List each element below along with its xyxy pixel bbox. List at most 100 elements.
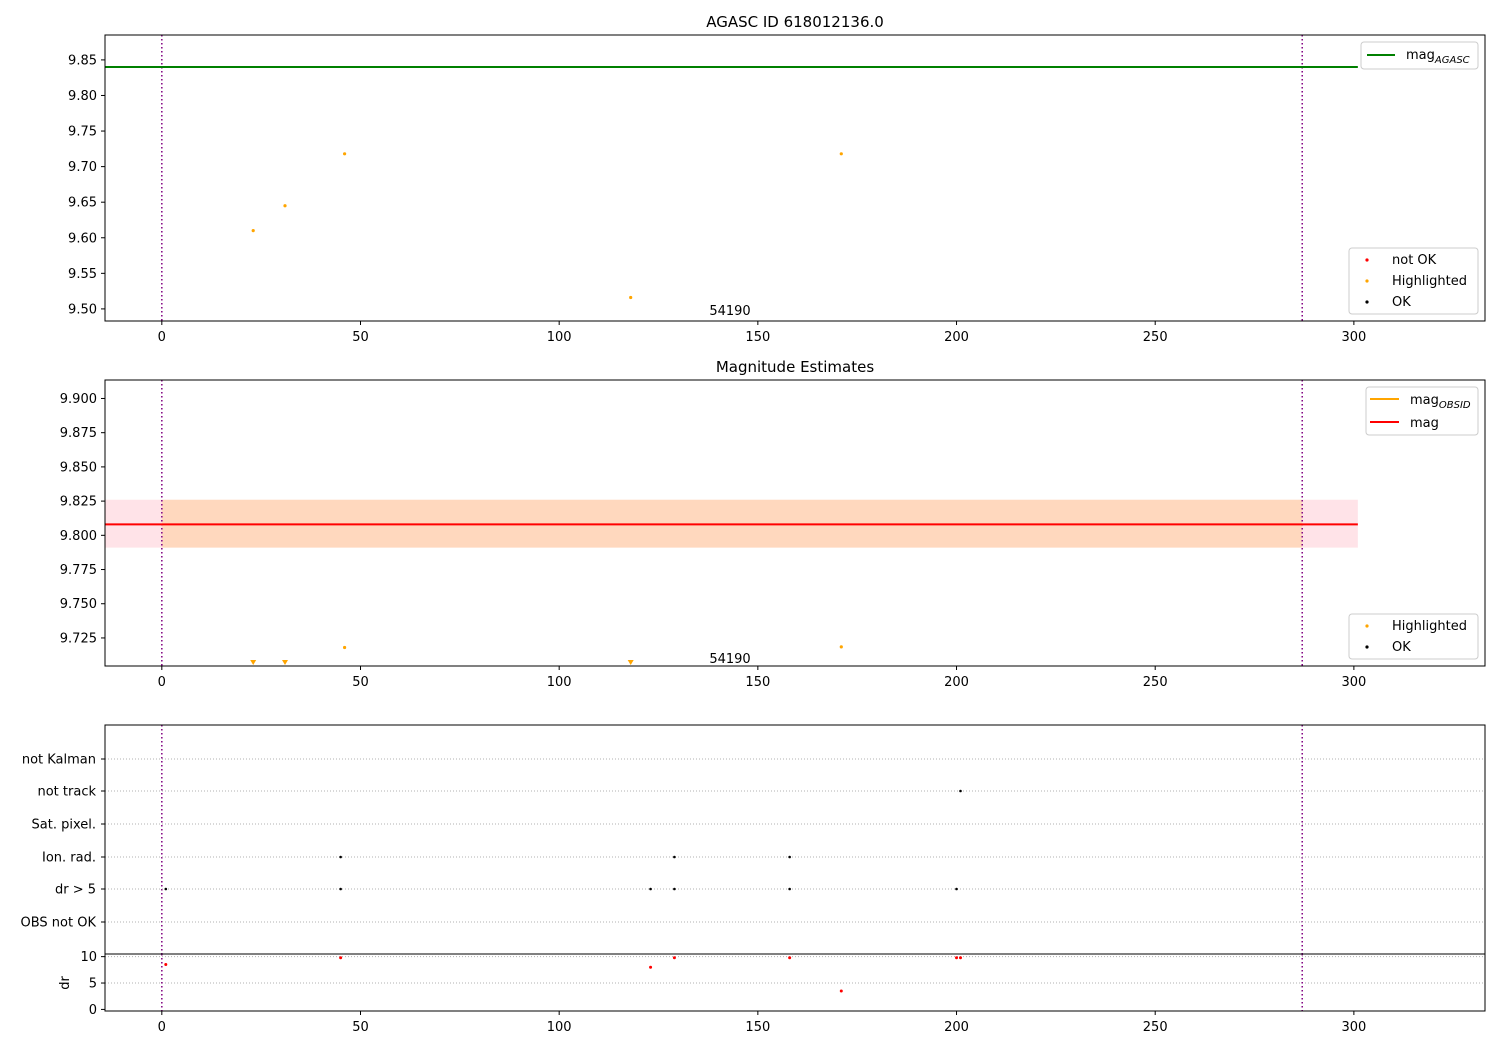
flag-point [673,887,676,891]
panel1-ytick-label: 9.60 [68,231,97,246]
panel1-legend-marker-ok [1365,300,1369,304]
panel1-legend-mag-agasc-text: mag [1406,48,1435,63]
dr-panel: 0 50 100 150 200 250 300 0 5 10 dr [58,950,1486,1035]
highlighted-point [839,152,843,156]
flag-row-label: not Kalman [22,753,96,768]
dr-high-point [672,956,676,960]
panel2-ytick-label: 9.875 [60,426,97,441]
panel2-axes-frame [104,379,1486,667]
highlighted-below-marker [250,660,257,665]
panel2-legend-top: magOBSID mag [1365,386,1479,436]
panel2-legend-label-mag: mag [1410,416,1439,431]
panel2-legend-marker-ok [1365,645,1369,649]
highlighted-point [283,204,287,208]
panel2-xtick-label: 0 [158,675,166,690]
panel1-legend-top-box [1360,41,1479,70]
flag-row-label: Sat. pixel. [32,818,96,833]
panel2-legend-mag-obsid-subscript: OBSID [1439,400,1471,411]
panel4-xtick-label: 0 [158,1020,166,1035]
flag-row-label: Ion. rad. [42,851,96,866]
panel1-legend-label-ok: OK [1392,295,1411,310]
flag-point [164,887,168,891]
panel1-title: AGASC ID 618012136.0 [706,13,884,31]
highlighted-point [343,645,347,650]
dr-high-point [955,956,959,960]
flag-row-label: not track [37,785,96,800]
panel4-xtick-label: 50 [352,1020,369,1035]
panel4-plot-layer: 0 50 100 150 200 250 300 0 5 10 [80,950,1485,1035]
panel1-legend-label-highlighted: Highlighted [1392,274,1467,289]
panel4-xtick-label: 100 [547,1020,572,1035]
panel1-plot-layer: 54190 0 50 100 150 200 250 300 9.50 9.55 9.60 9.65 9… [68,35,1366,345]
panel1-legend-mag-agasc-label: magAGASC [1406,48,1470,66]
panel1-legend-marker-highlighted [1365,279,1369,283]
panel1-xtick-label: 200 [944,330,969,345]
flag-point [955,887,958,891]
panel4-ytick-label: 0 [89,1003,97,1018]
panel2-ytick-label: 9.900 [60,392,97,407]
dr-high-point [958,956,962,960]
panel2-legend-label-ok: OK [1392,640,1411,655]
highlighted-below-marker [282,660,288,665]
panel2-plot-layer: 54190 0 50 100 150 200 250 300 9.725 9.750 9.775 9.… [60,380,1366,690]
panel2-legend-bottom-box [1348,613,1479,660]
flag-row-label: dr > 5 [55,883,96,898]
panel2-ytick-label: 9.800 [60,529,97,544]
panel4-xtick-label: 200 [944,1020,969,1035]
panel4-ylabel: dr [58,976,73,990]
dr-high-point [339,956,343,960]
panel1-xtick-label: 250 [1143,330,1168,345]
panel3-plot-layer: not Kalman not track Sat. pixel. Ion. rad. d… [21,725,1485,954]
panel1-ytick-label: 9.75 [68,125,97,140]
panel1-legend-top: magAGASC [1360,41,1479,70]
panel2-xtick-label: 100 [547,675,572,690]
panel1-legend-mag-agasc-subscript: AGASC [1434,55,1470,66]
panel2-xtick-label: 300 [1341,675,1366,690]
panel1-ytick-label: 9.70 [68,160,97,175]
highlighted-point [629,295,633,300]
flag-point [673,855,676,859]
panel1-legend-marker-not-ok [1365,258,1369,262]
panel4-ytick-label: 10 [80,950,97,965]
panel2-xtick-label: 50 [352,675,369,690]
panel1-legend-bottom-box [1348,247,1479,315]
panel1-xtick-label: 300 [1341,330,1366,345]
obsid-annotation: 54190 [709,652,750,667]
dr-high-point [839,989,843,993]
panel2-ytick-label: 9.750 [60,597,97,612]
panel1-ytick-label: 9.50 [68,302,97,317]
panel2-ytick-label: 9.825 [60,495,97,510]
panel4-xtick-label: 150 [745,1020,770,1035]
panel2-legend-mag-obsid-label: magOBSID [1410,393,1471,411]
panel4-xtick-label: 300 [1341,1020,1366,1035]
panel1-xtick-label: 100 [547,330,572,345]
panel1-xtick-label: 50 [352,330,369,345]
panel2-legend-bottom: Highlighted OK [1348,613,1479,660]
flag-point [339,887,342,891]
panel2-legend-marker-highlighted [1365,624,1369,628]
panel2-ytick-label: 9.725 [60,631,97,646]
panel1-axes-frame [104,34,1486,322]
dr-high-point [649,965,653,969]
panel1-ytick-label: 9.80 [68,89,97,104]
magnitude-estimates-panel: Magnitude Estimates 54190 0 50 100 150 200 250… [60,358,1486,690]
panel4-xtick-label: 250 [1143,1020,1168,1035]
flag-point [788,887,791,891]
panel2-legend-mag-obsid-text: mag [1410,393,1439,408]
panel1-legend-label-not-ok: not OK [1392,253,1437,268]
flag-row-label: OBS not OK [21,916,97,931]
dr-high-point [788,956,792,960]
highlighted-point [251,229,255,233]
dr-high-point [164,963,168,967]
highlighted-point [839,645,843,649]
flag-point [959,789,962,793]
panel4-axes-frame [104,953,1486,1012]
panel4-ytick-label: 5 [89,977,97,992]
panel2-title: Magnitude Estimates [716,358,874,376]
flag-point [788,855,791,859]
panel2-ytick-label: 9.775 [60,563,97,578]
panel1-xtick-label: 150 [745,330,770,345]
flag-point [339,855,342,859]
panel1-ytick-label: 9.85 [68,53,97,68]
